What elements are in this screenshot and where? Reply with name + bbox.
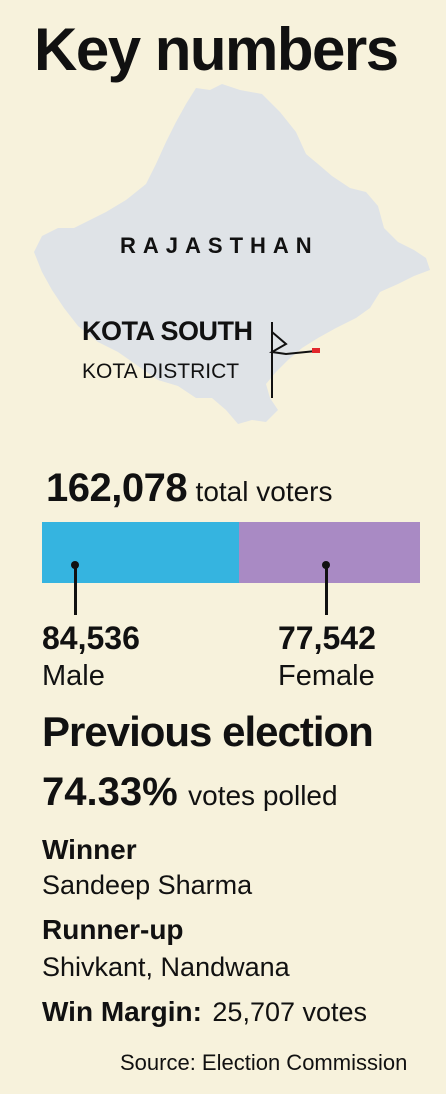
total-voters: 162,078 total voters: [46, 466, 333, 511]
runner-up-name: Shivkant, Nandwana: [42, 952, 290, 982]
winner-label: Winner: [42, 834, 137, 865]
female-marker-line: [324, 565, 328, 615]
male-marker-line: [73, 565, 77, 615]
votes-polled: 74.33% votes polled: [42, 770, 338, 815]
female-segment: [239, 522, 420, 583]
total-voters-value: 162,078: [46, 466, 188, 510]
female-count: 77,542: [278, 620, 376, 656]
winner-name: Sandeep Sharma: [42, 870, 253, 900]
state-outline: [34, 84, 430, 424]
previous-election-heading: Previous election: [42, 708, 374, 755]
runner-up-label: Runner-up: [42, 914, 184, 945]
page-title: Key numbers: [34, 16, 399, 83]
gender-split-bar: [42, 522, 420, 583]
location-pointer: [268, 322, 320, 398]
district-label: KOTA DISTRICT: [82, 360, 240, 383]
total-voters-label: total voters: [195, 476, 333, 507]
male-segment: [42, 522, 240, 583]
win-margin-value: 25,707 votes: [212, 997, 368, 1027]
source-note: Source: Election Commission: [120, 1050, 408, 1075]
rajasthan-map: [0, 80, 446, 460]
win-margin: Win Margin: 25,707 votes: [42, 996, 367, 1028]
female-label: Female: [278, 660, 375, 692]
male-count: 84,536: [42, 620, 140, 656]
win-margin-label: Win Margin:: [42, 996, 202, 1027]
state-label: RAJASTHAN: [120, 233, 319, 258]
votes-polled-value: 74.33%: [42, 770, 178, 814]
votes-polled-label: votes polled: [188, 780, 338, 811]
male-label: Male: [42, 660, 105, 692]
constituency-label: KOTA SOUTH: [82, 316, 253, 346]
